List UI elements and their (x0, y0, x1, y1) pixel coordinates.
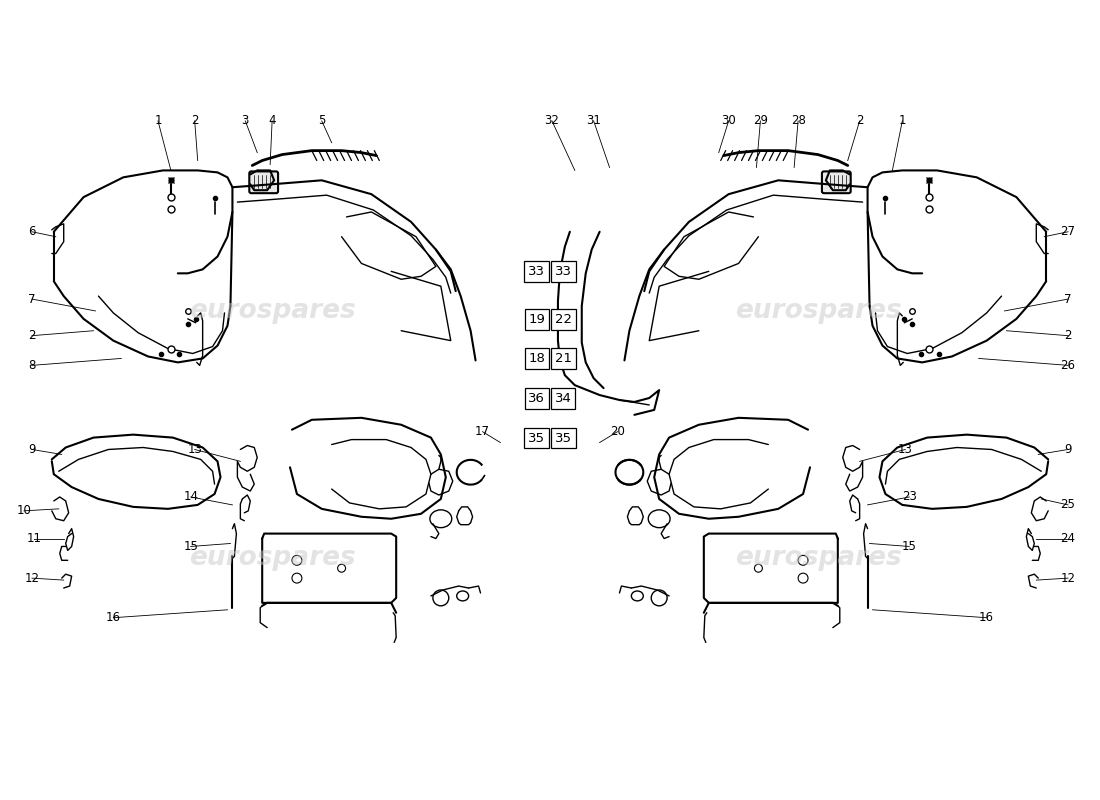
Text: 16: 16 (106, 611, 121, 624)
Text: 12: 12 (24, 572, 40, 585)
Text: eurospares: eurospares (189, 546, 355, 571)
Text: 33: 33 (528, 266, 546, 278)
Text: 7: 7 (29, 293, 35, 306)
Text: 12: 12 (1060, 572, 1076, 585)
Circle shape (755, 564, 762, 572)
Ellipse shape (648, 510, 670, 528)
Text: 1: 1 (154, 114, 162, 127)
Circle shape (651, 590, 667, 606)
Circle shape (292, 555, 301, 566)
Circle shape (433, 590, 449, 606)
Text: 5: 5 (318, 114, 326, 127)
Text: 32: 32 (544, 114, 560, 127)
Text: 34: 34 (554, 392, 572, 405)
Text: 15: 15 (184, 540, 198, 553)
Text: 33: 33 (554, 266, 572, 278)
Text: 22: 22 (554, 313, 572, 326)
Text: eurospares: eurospares (189, 298, 355, 324)
Text: 31: 31 (586, 114, 601, 127)
Text: 36: 36 (528, 392, 546, 405)
Text: 35: 35 (528, 431, 546, 445)
Text: 29: 29 (752, 114, 768, 127)
Text: 10: 10 (16, 504, 32, 518)
Circle shape (799, 573, 808, 583)
Text: 27: 27 (1060, 226, 1076, 238)
Text: 6: 6 (29, 226, 35, 238)
Text: 14: 14 (184, 490, 198, 503)
Text: 20: 20 (610, 425, 625, 438)
Text: 2: 2 (191, 114, 198, 127)
Text: 7: 7 (1065, 293, 1071, 306)
FancyBboxPatch shape (250, 171, 278, 193)
Text: 8: 8 (29, 359, 35, 372)
Text: 16: 16 (979, 611, 994, 624)
Text: 13: 13 (898, 443, 913, 456)
Text: 4: 4 (268, 114, 276, 127)
Circle shape (799, 555, 808, 566)
Circle shape (292, 573, 301, 583)
Text: 15: 15 (902, 540, 916, 553)
Text: 2: 2 (29, 329, 35, 342)
Ellipse shape (456, 591, 469, 601)
Text: 35: 35 (554, 431, 572, 445)
Text: 9: 9 (1065, 443, 1071, 456)
Circle shape (338, 564, 345, 572)
Text: 18: 18 (528, 352, 546, 366)
Text: eurospares: eurospares (735, 546, 901, 571)
Text: 28: 28 (791, 114, 805, 127)
Text: 11: 11 (26, 532, 42, 545)
Text: 24: 24 (1060, 532, 1076, 545)
Ellipse shape (631, 591, 644, 601)
Ellipse shape (430, 510, 452, 528)
Text: 26: 26 (1060, 359, 1076, 372)
Text: 3: 3 (242, 114, 249, 127)
Text: eurospares: eurospares (735, 298, 901, 324)
Text: 30: 30 (722, 114, 736, 127)
Text: 13: 13 (187, 443, 202, 456)
Text: 2: 2 (856, 114, 864, 127)
Text: 21: 21 (554, 352, 572, 366)
Text: 9: 9 (29, 443, 35, 456)
Text: 19: 19 (528, 313, 546, 326)
FancyBboxPatch shape (822, 171, 850, 193)
Text: 17: 17 (475, 425, 490, 438)
Text: 2: 2 (1065, 329, 1071, 342)
Text: 23: 23 (902, 490, 916, 503)
Text: 25: 25 (1060, 498, 1076, 511)
Text: 1: 1 (899, 114, 906, 127)
